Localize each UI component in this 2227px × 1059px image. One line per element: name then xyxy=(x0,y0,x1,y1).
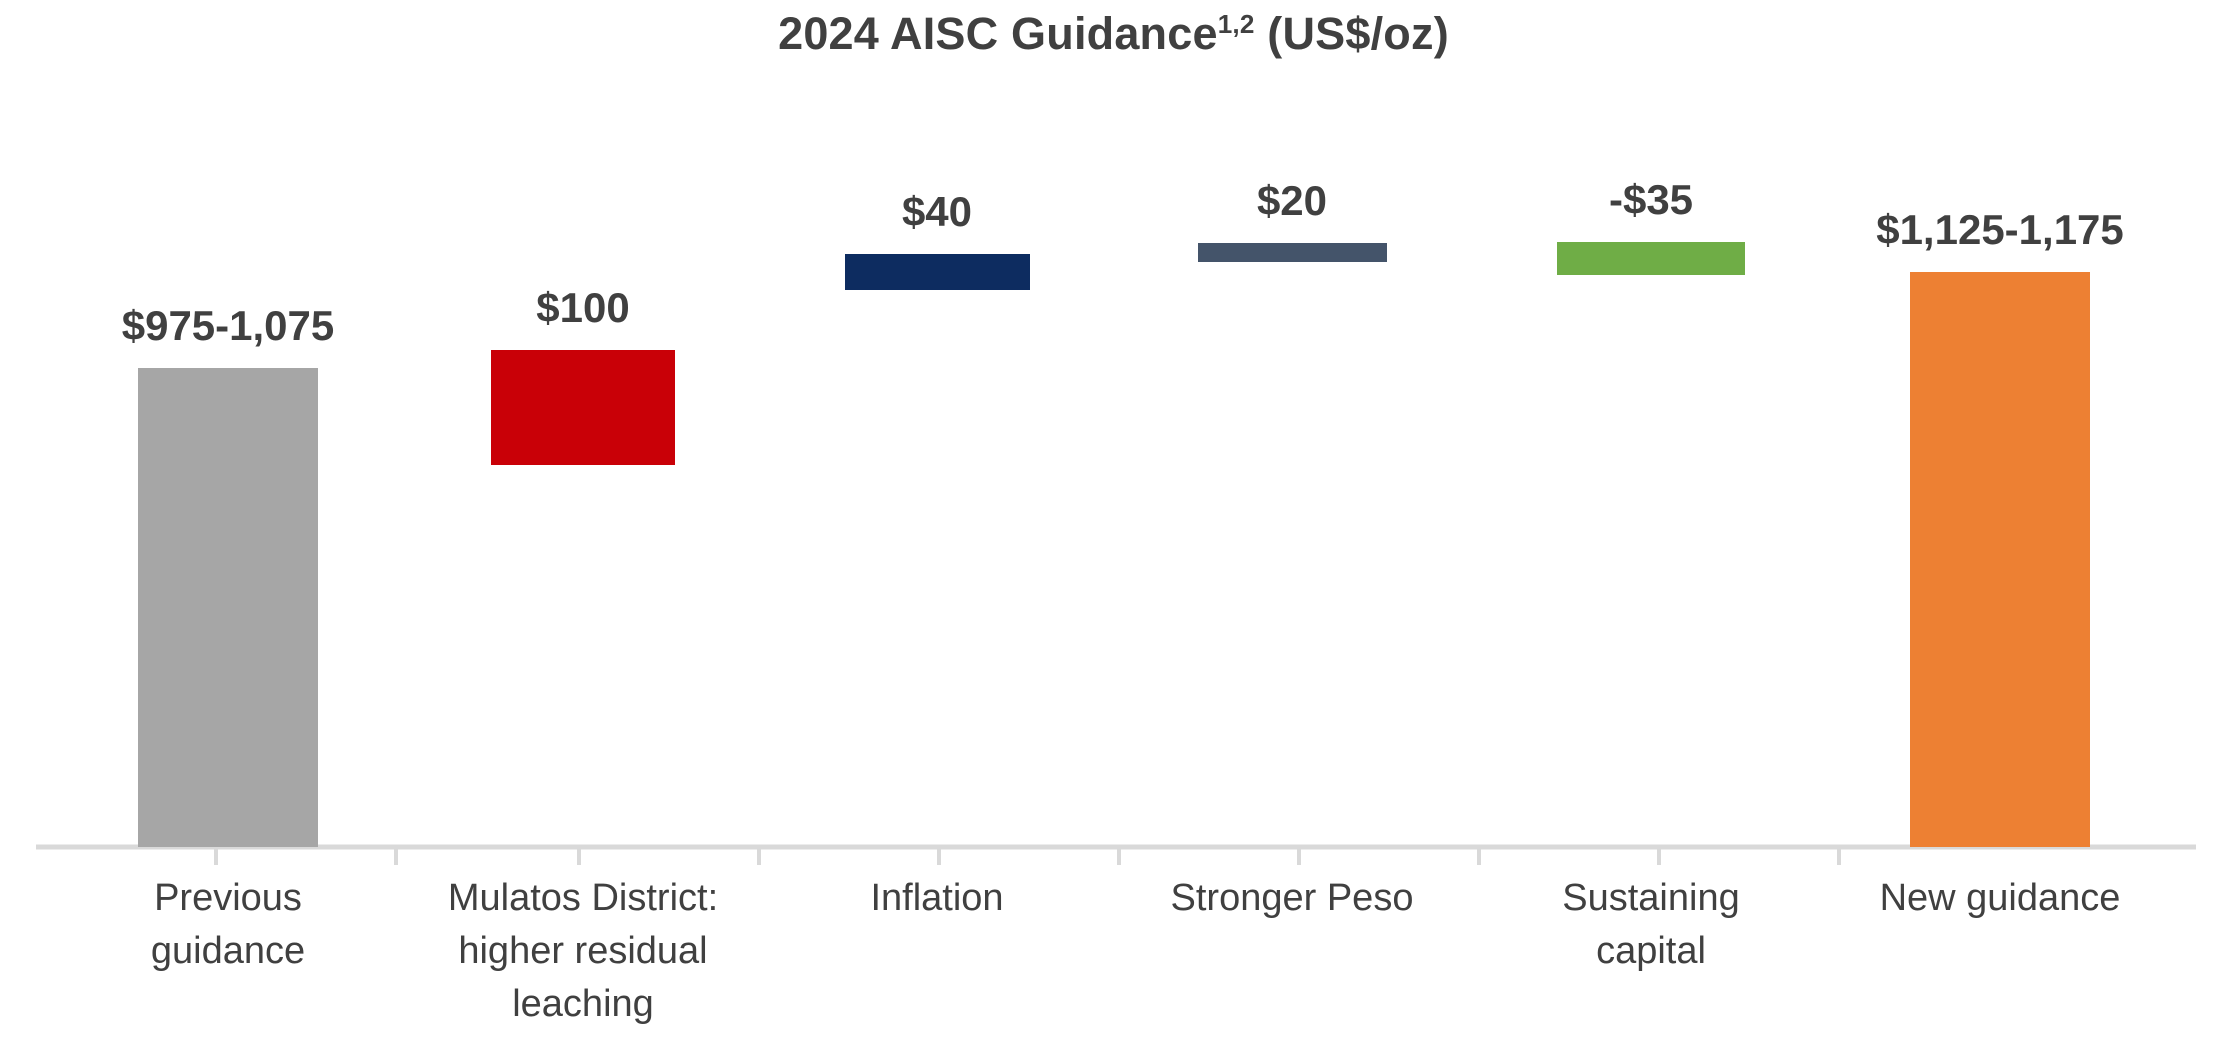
chart-title-units: (US$/oz) xyxy=(1267,8,1449,59)
category-label-line: Inflation xyxy=(870,877,1003,919)
category-label-line: leaching xyxy=(512,983,654,1025)
category-label-line: Stronger Peso xyxy=(1171,877,1414,919)
category-label-group: Previous guidance Mulatos District: higher … xyxy=(151,877,2121,1025)
bar-value-label: -$35 xyxy=(1609,176,1693,223)
bar-previous-guidance[interactable] xyxy=(138,368,318,847)
category-label-line: New guidance xyxy=(1880,877,2121,919)
x-axis-tick-group xyxy=(214,847,1841,865)
category-label-line: higher residual xyxy=(458,930,707,972)
chart-title-main: 2024 AISC Guidance xyxy=(778,8,1218,59)
x-axis-category-label: Inflation xyxy=(870,877,1003,919)
x-axis-category-label: Mulatos District: higher residual leaching xyxy=(448,877,718,1025)
x-axis-category-label: Previous guidance xyxy=(151,877,305,972)
category-label-line: guidance xyxy=(151,930,305,972)
category-label-line: Mulatos District: xyxy=(448,877,718,919)
chart-title-footnote-marker: 1,2 xyxy=(1217,9,1255,39)
bar-group xyxy=(138,242,2090,847)
bar-value-label: $40 xyxy=(902,188,972,235)
category-label-line: Sustaining xyxy=(1562,877,1739,919)
bar-stronger-peso[interactable] xyxy=(1198,243,1387,262)
chart-title: 2024 AISC Guidance1,2 (US$/oz) xyxy=(0,8,2227,60)
bar-value-label: $1,125-1,175 xyxy=(1876,206,2124,253)
bar-new-guidance[interactable] xyxy=(1910,272,2090,847)
x-axis-category-label: Stronger Peso xyxy=(1171,877,1414,919)
bar-sustaining-capital[interactable] xyxy=(1557,242,1745,275)
x-axis-category-label: New guidance xyxy=(1880,877,2121,919)
bar-value-label: $100 xyxy=(536,284,629,331)
x-axis-category-label: Sustaining capital xyxy=(1562,877,1739,972)
value-label-group: $975-1,075 $100 $40 $20 -$35 $1,125-1,175 xyxy=(122,176,2124,349)
category-label-line: capital xyxy=(1596,930,1706,972)
category-label-line: Previous xyxy=(154,877,302,919)
bar-inflation[interactable] xyxy=(845,254,1030,290)
bar-mulatos-district-higher-residual-leaching[interactable] xyxy=(491,350,675,465)
x-axis xyxy=(36,844,2196,865)
bar-value-label: $975-1,075 xyxy=(122,302,335,349)
bar-value-label: $20 xyxy=(1257,177,1327,224)
